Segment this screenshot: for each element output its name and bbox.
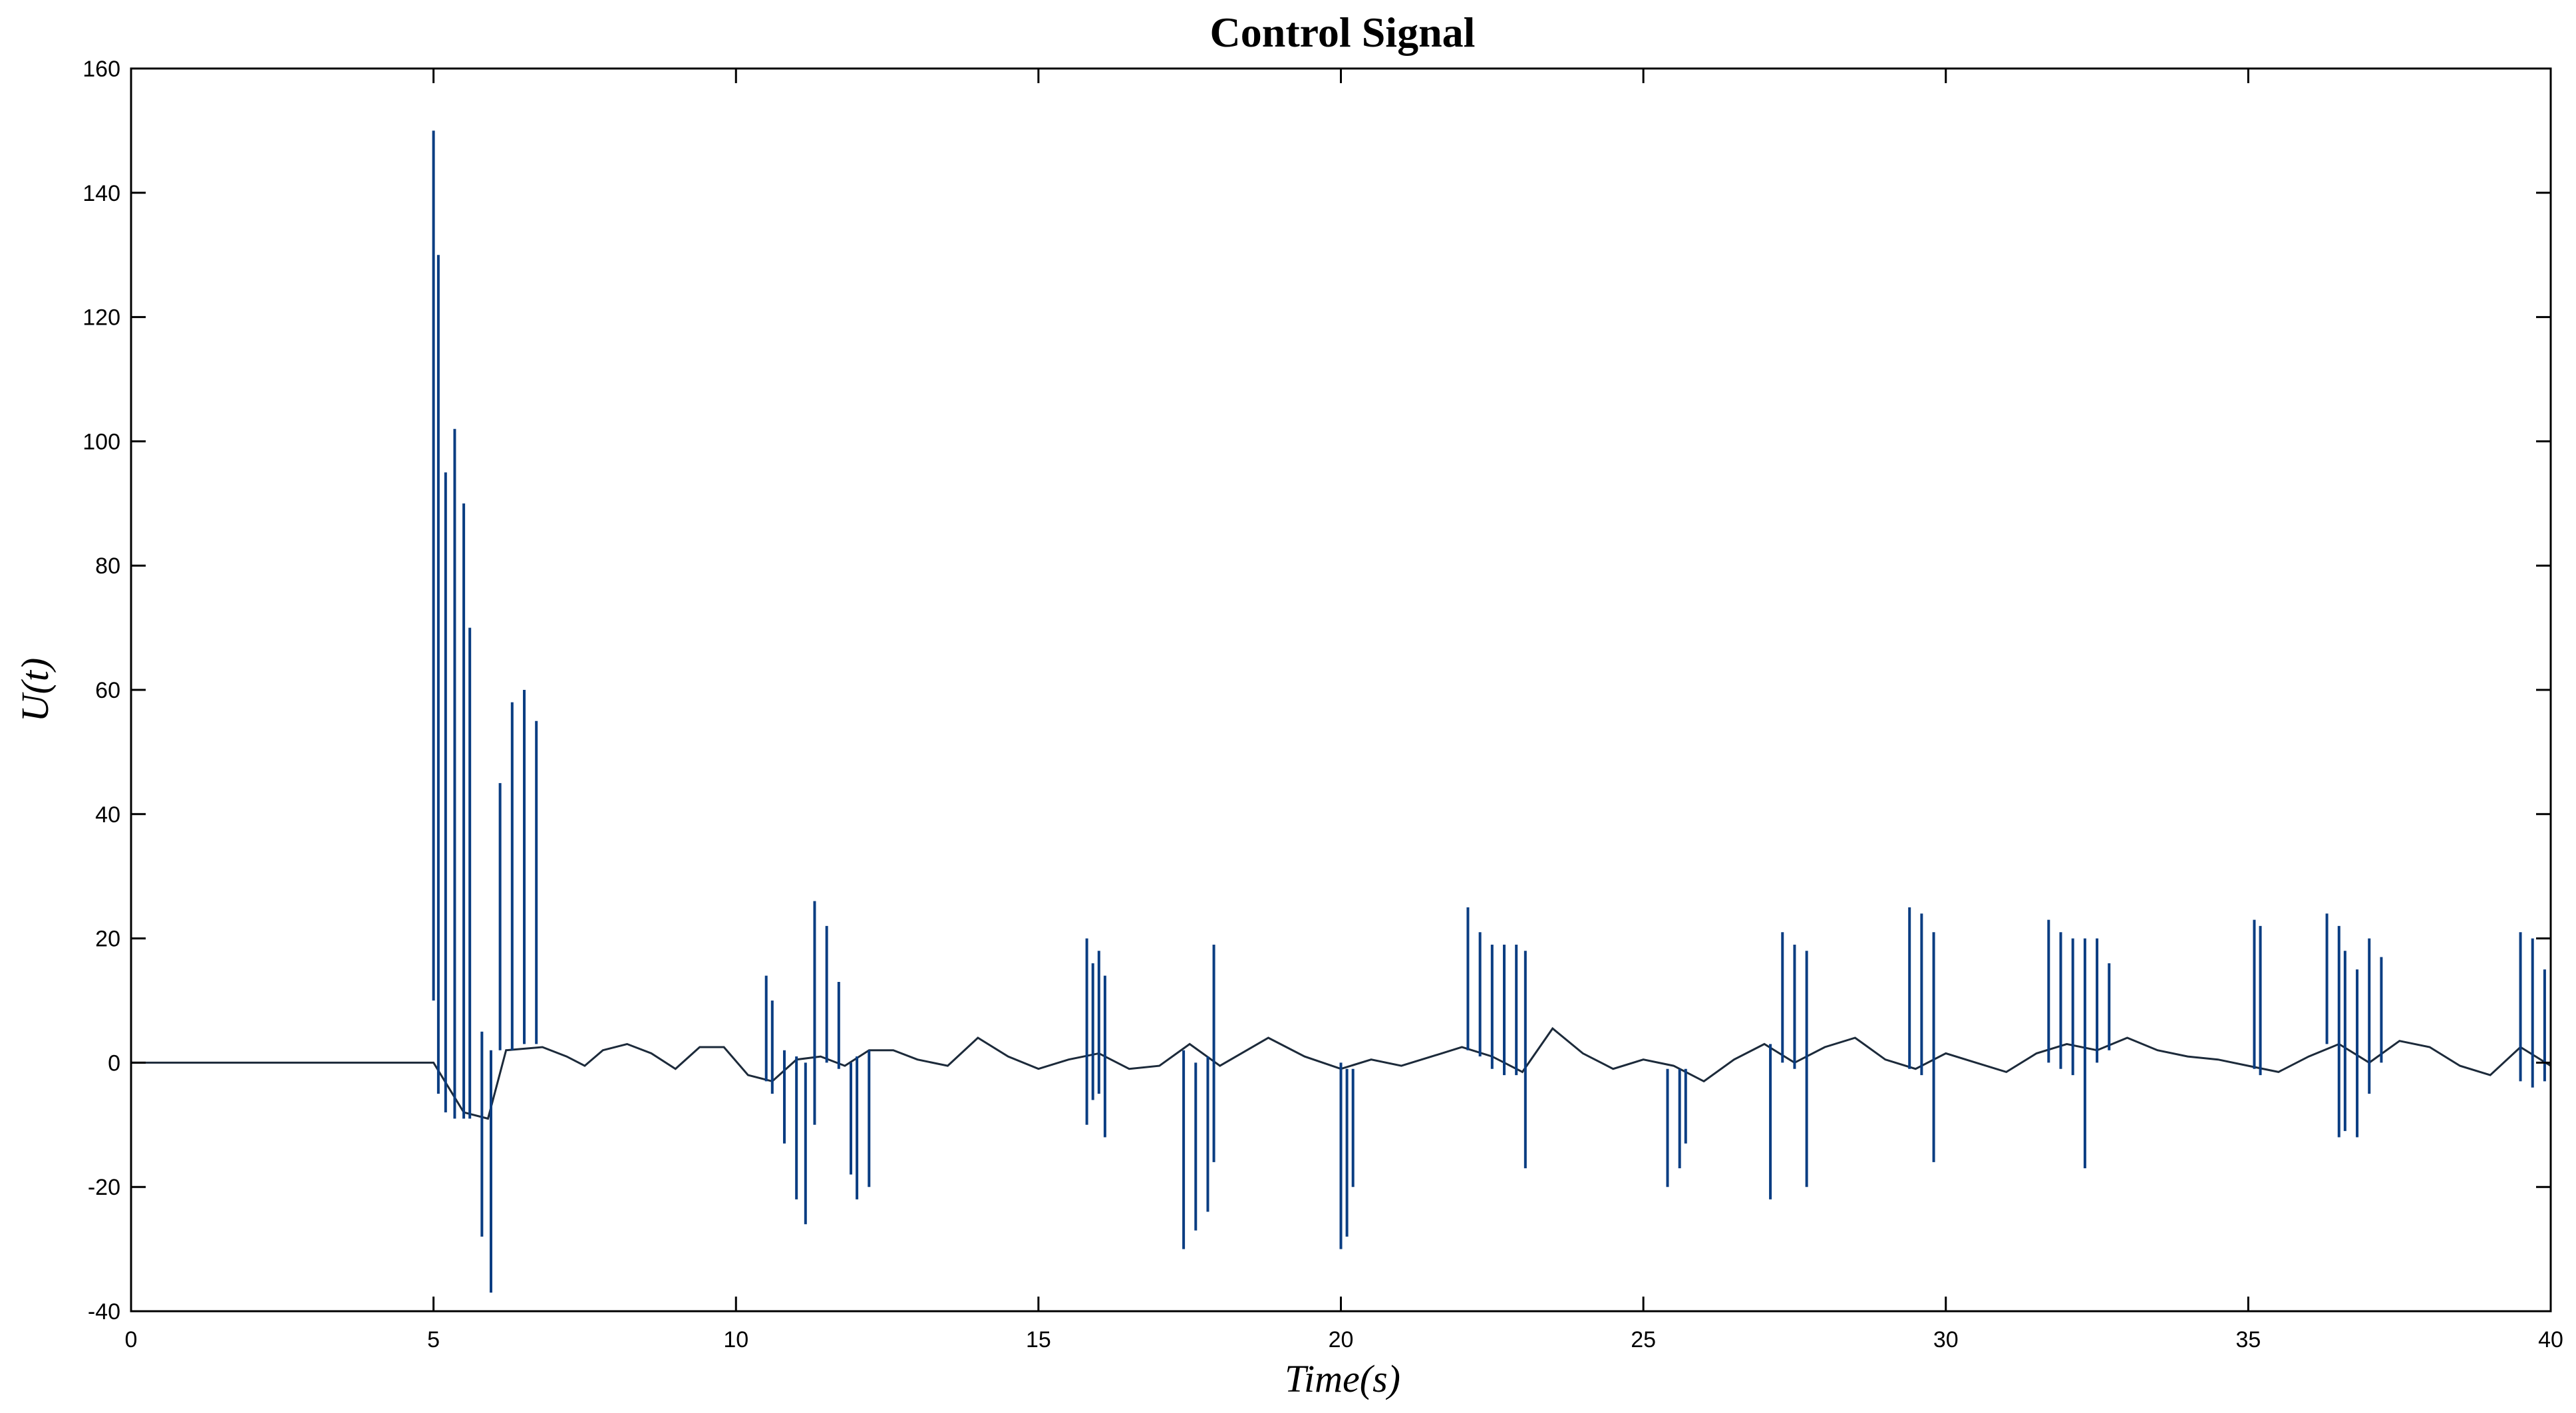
y-tick-label-80: 80 <box>95 553 120 579</box>
series-line <box>131 1026 2551 1120</box>
y-tick-label-40: 40 <box>95 802 120 828</box>
x-tick-label-15: 15 <box>1026 1327 1051 1352</box>
y-tick-label-0: 0 <box>108 1050 120 1076</box>
x-tick-label-0: 0 <box>125 1327 138 1352</box>
x-tick-label-20: 20 <box>1329 1327 1354 1352</box>
x-tick-label-5: 5 <box>427 1327 440 1352</box>
y-tick-label-60: 60 <box>95 678 120 703</box>
y-tick-label--20: -20 <box>88 1175 120 1200</box>
x-tick-label-30: 30 <box>1933 1327 1959 1352</box>
x-axis: 0 5 10 15 20 25 30 35 40 <box>125 69 2563 1352</box>
x-tick-label-35: 35 <box>2235 1327 2261 1352</box>
x-axis-label: Time(s) <box>1285 1357 1400 1400</box>
y-tick-label-140: 140 <box>82 181 120 206</box>
x-tick-label-10: 10 <box>723 1327 748 1352</box>
x-tick-label-25: 25 <box>1631 1327 1656 1352</box>
y-tick-label-120: 120 <box>82 305 120 331</box>
plot-area <box>131 130 2551 1293</box>
chart-title: Control Signal <box>1210 9 1476 56</box>
x-tick-label-40: 40 <box>2538 1327 2563 1352</box>
y-axis-label: U(t) <box>13 658 57 722</box>
y-tick-label-100: 100 <box>82 429 120 454</box>
y-tick-label--40: -40 <box>88 1299 120 1325</box>
y-tick-label-20: 20 <box>95 927 120 952</box>
y-tick-label-160: 160 <box>82 57 120 82</box>
y-axis: -40 -20 0 20 40 60 80 100 120 140 160 <box>82 57 2551 1325</box>
